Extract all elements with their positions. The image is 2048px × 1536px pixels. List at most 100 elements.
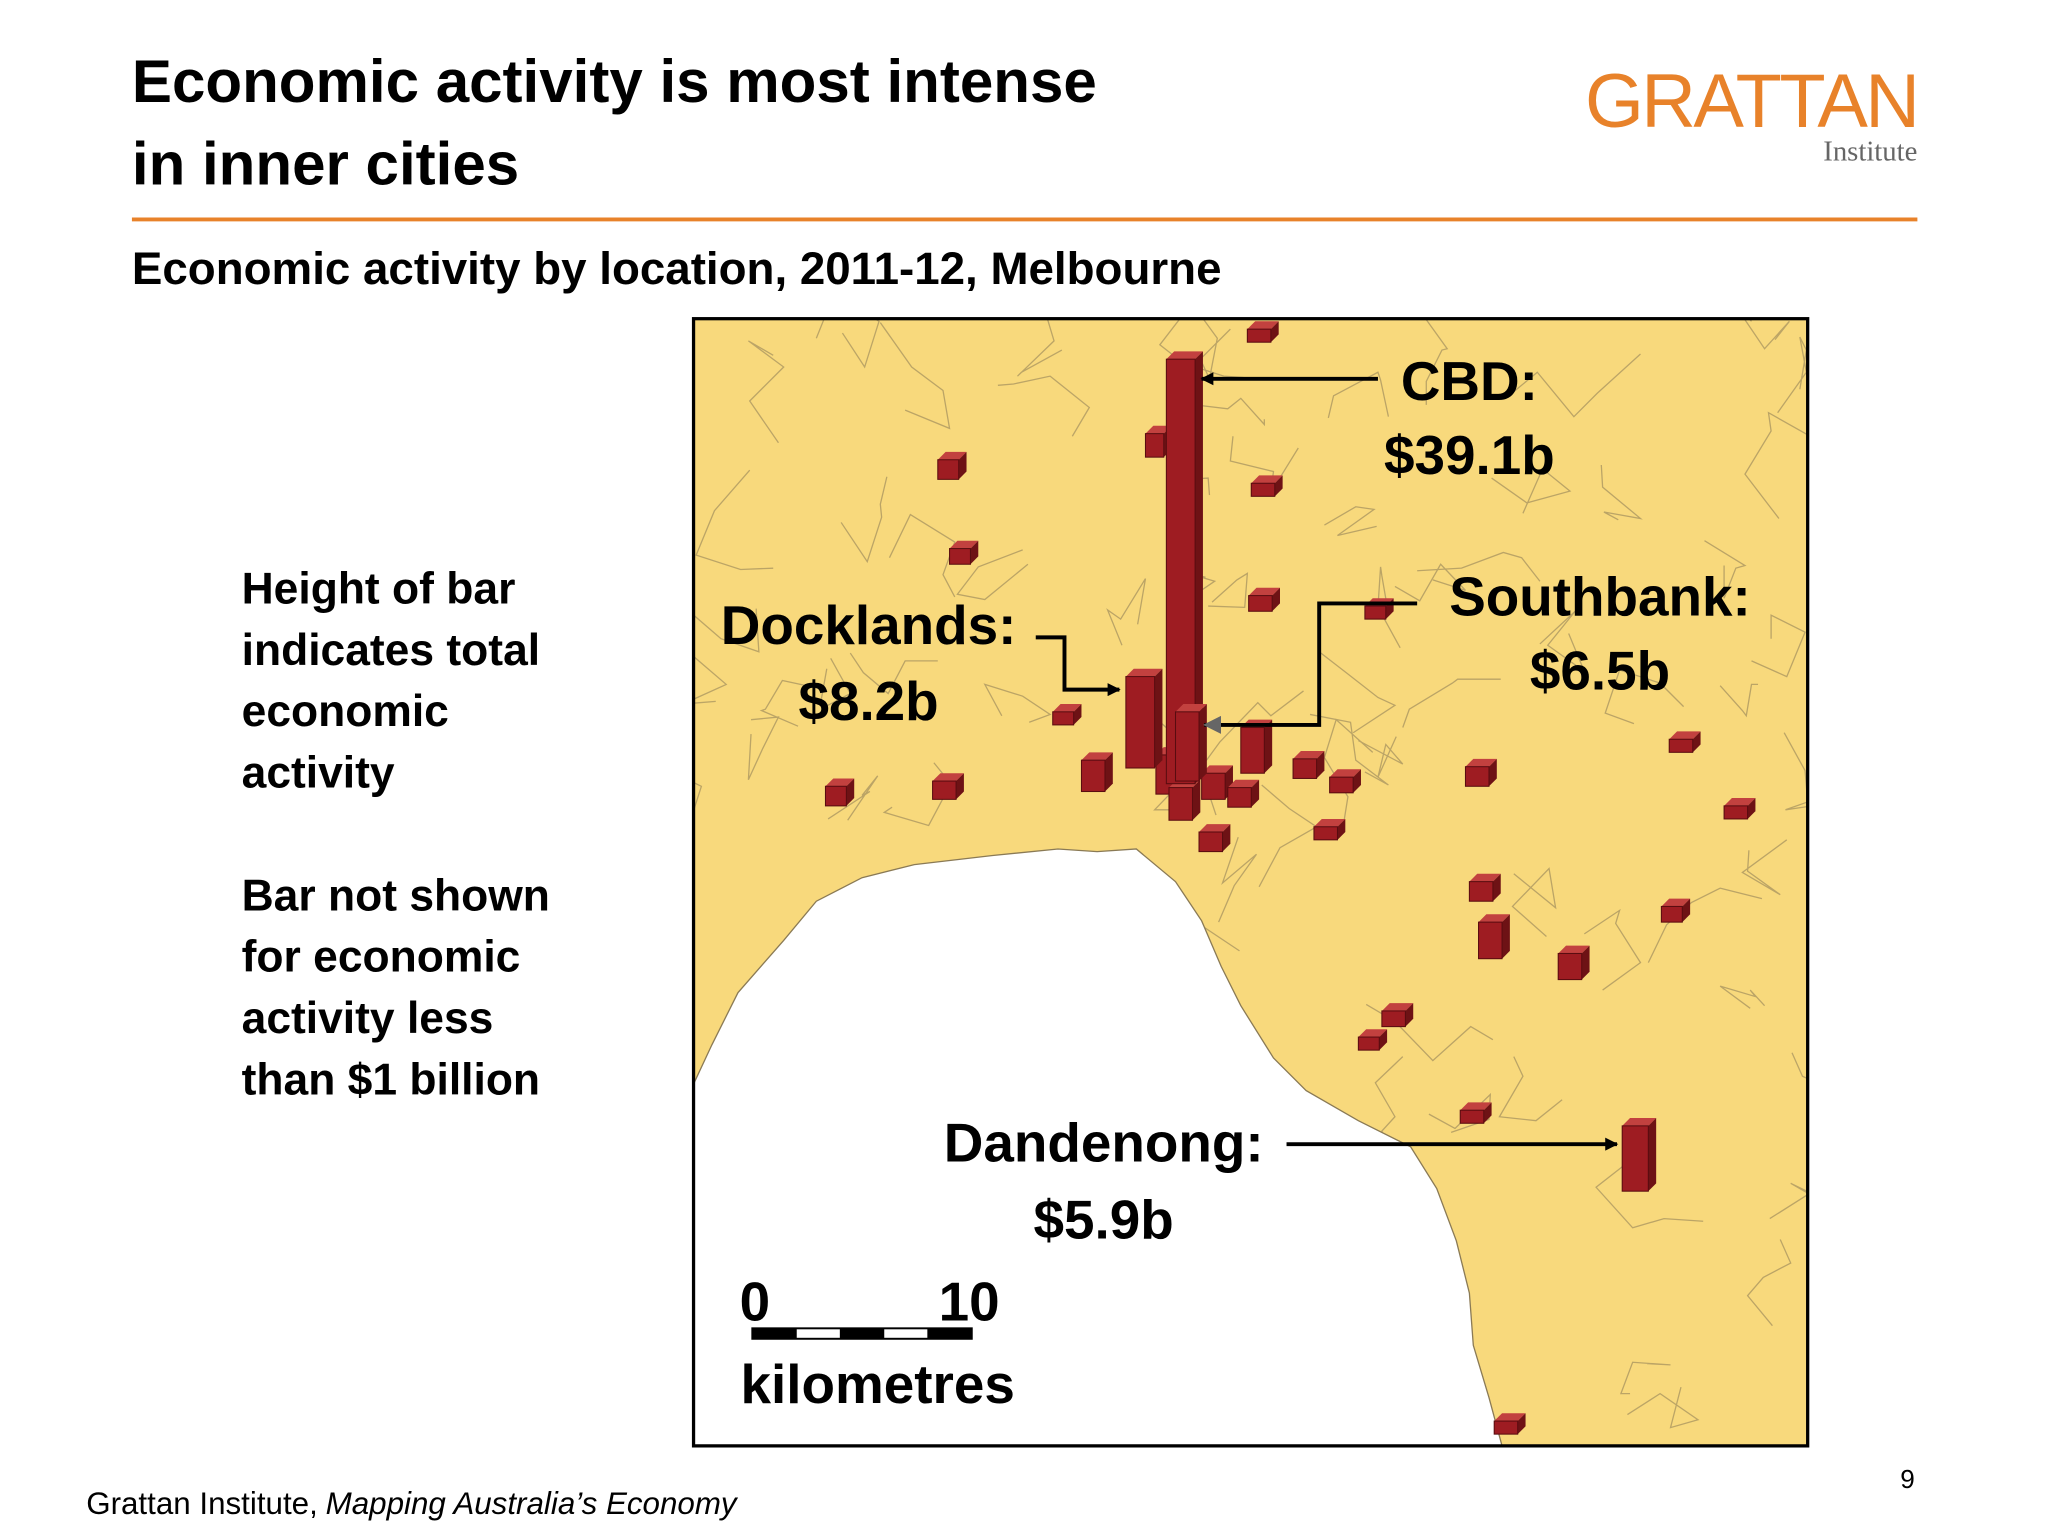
title-line: in inner cities bbox=[132, 130, 519, 197]
bar-side bbox=[1405, 1003, 1414, 1027]
boundary bbox=[1719, 683, 1759, 718]
callout-name: CBD: bbox=[1401, 350, 1538, 412]
bar-front bbox=[1125, 676, 1156, 769]
logo-sub: Institute bbox=[1823, 136, 1917, 168]
boundary bbox=[759, 679, 820, 727]
note-line: Bar not shown bbox=[242, 871, 550, 920]
bar-top bbox=[1465, 758, 1497, 767]
bar-top bbox=[1358, 1029, 1388, 1038]
callout-name: Docklands: bbox=[721, 594, 1017, 656]
callout-name: Dandenong: bbox=[944, 1111, 1264, 1173]
bar-side bbox=[1747, 798, 1756, 819]
bar-front bbox=[937, 459, 960, 480]
boundary bbox=[1583, 908, 1642, 991]
bar-top bbox=[1460, 1102, 1492, 1111]
note-line: activity bbox=[242, 749, 395, 798]
boundary bbox=[1600, 464, 1643, 521]
bar-front bbox=[1201, 772, 1226, 800]
source: Grattan Institute, bbox=[86, 1486, 318, 1521]
boundary bbox=[747, 716, 780, 781]
bar-front bbox=[1621, 1125, 1649, 1192]
scale-start: 0 bbox=[740, 1271, 771, 1333]
bar-side bbox=[958, 451, 967, 480]
scale-bar bbox=[751, 1327, 973, 1340]
bar-front bbox=[1240, 726, 1265, 774]
boundary bbox=[1769, 1182, 1808, 1220]
scale-seg bbox=[839, 1328, 885, 1339]
bar-top bbox=[1724, 798, 1756, 806]
scale-end: 10 bbox=[939, 1271, 1000, 1333]
bar-side bbox=[1337, 818, 1346, 840]
boundary bbox=[1394, 563, 1466, 602]
bar-side bbox=[956, 773, 964, 800]
bar-front bbox=[1168, 787, 1194, 821]
title-line: Economic activity is most intense bbox=[132, 48, 1097, 115]
bar-front bbox=[1080, 759, 1106, 793]
bar-front bbox=[1292, 758, 1318, 779]
bar-front bbox=[1381, 1010, 1406, 1028]
bar-side bbox=[1222, 824, 1231, 852]
bar-front bbox=[1357, 1036, 1380, 1051]
bar-top bbox=[1661, 898, 1691, 907]
bar-side bbox=[1154, 668, 1163, 768]
boundary bbox=[1511, 867, 1557, 937]
bar-top bbox=[937, 451, 967, 460]
bar-top bbox=[1201, 765, 1233, 774]
bar-top bbox=[1125, 668, 1163, 677]
bar-front bbox=[1464, 766, 1490, 787]
bar-front bbox=[949, 548, 971, 565]
bar-front bbox=[1660, 905, 1683, 923]
bar-side bbox=[1488, 758, 1497, 787]
bar-side bbox=[1073, 704, 1082, 725]
note-line: indicates total bbox=[242, 626, 540, 675]
bar-top bbox=[1558, 945, 1590, 954]
boundary bbox=[1208, 572, 1249, 609]
boundary bbox=[1324, 506, 1377, 537]
bar-front bbox=[1723, 805, 1749, 820]
scale-seg bbox=[927, 1328, 972, 1339]
note: Height of bar indicates total economic acti… bbox=[242, 564, 550, 1104]
bar-side bbox=[1251, 779, 1260, 808]
boundary bbox=[693, 781, 703, 868]
bar-front bbox=[1468, 881, 1494, 902]
bar-top bbox=[1247, 321, 1279, 330]
bar-side bbox=[1195, 351, 1203, 784]
bar-front bbox=[1248, 595, 1273, 612]
bar-top bbox=[1175, 704, 1207, 712]
bar-front bbox=[1557, 952, 1583, 981]
bar-top bbox=[1478, 914, 1510, 923]
bar-front bbox=[824, 785, 847, 807]
bar-top bbox=[1293, 751, 1325, 759]
boundary bbox=[1647, 887, 1763, 963]
boundary bbox=[1704, 540, 1747, 599]
bar-top bbox=[1251, 475, 1283, 484]
bar-side bbox=[1192, 779, 1201, 821]
note-line: activity less bbox=[242, 994, 494, 1043]
bay bbox=[693, 848, 1503, 1446]
boundary bbox=[1744, 411, 1808, 519]
bar-top bbox=[1052, 704, 1082, 712]
bars bbox=[824, 321, 1756, 1435]
bar-front bbox=[1052, 711, 1075, 726]
bar-front bbox=[1174, 711, 1200, 782]
bar-front bbox=[1227, 787, 1252, 808]
note-line: than $1 billion bbox=[242, 1056, 540, 1105]
boundary bbox=[1318, 651, 1397, 734]
bar-front bbox=[1329, 776, 1354, 794]
bar-top bbox=[1227, 779, 1260, 788]
boundary bbox=[1184, 397, 1265, 427]
callout-name: Southbank: bbox=[1449, 565, 1751, 627]
boundary bbox=[997, 375, 1091, 437]
boundary bbox=[956, 549, 1029, 601]
publication: Mapping Australia’s Economy bbox=[326, 1486, 739, 1521]
subtitle: Economic activity by location, 2011-12, … bbox=[132, 243, 1222, 294]
boundary bbox=[827, 775, 879, 821]
boundary bbox=[1746, 1239, 1792, 1327]
callout-value: $8.2b bbox=[798, 670, 938, 732]
boundary bbox=[1498, 1056, 1563, 1122]
boundary bbox=[1751, 614, 1806, 678]
boundary bbox=[815, 318, 880, 369]
boundary bbox=[693, 608, 760, 653]
scale-seg bbox=[752, 1328, 797, 1339]
